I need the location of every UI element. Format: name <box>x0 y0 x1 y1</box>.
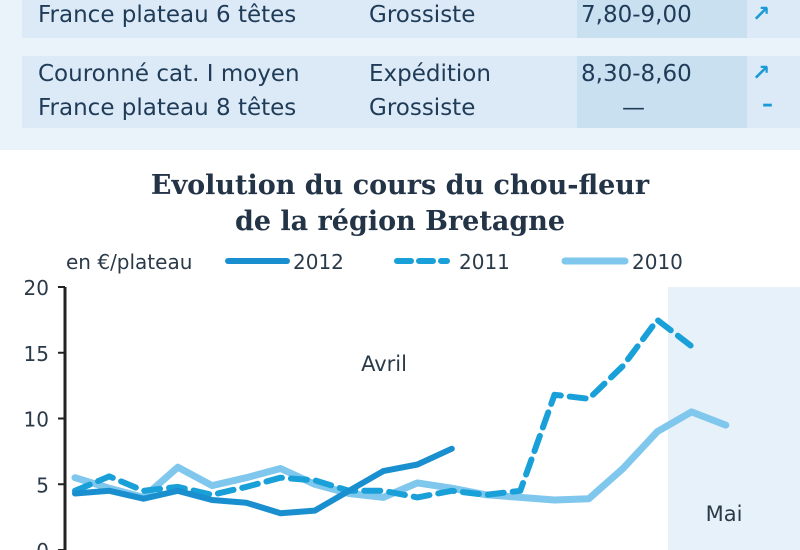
y-tick-label: 20 <box>24 276 49 300</box>
price-column-bg <box>577 0 747 38</box>
y-tick-label: 0 <box>36 539 49 550</box>
y-tick-label: 5 <box>36 473 49 497</box>
stage-label: Grossiste <box>369 95 476 121</box>
price-range: — <box>622 95 645 121</box>
product-label: France plateau 6 têtes <box>38 2 297 28</box>
series-line-2012 <box>72 445 455 517</box>
trend-up-icon: ↗ <box>752 2 771 27</box>
price-range: 7,80-9,00 <box>581 2 692 28</box>
price-column-bg <box>577 56 747 128</box>
table-row: France plateau 6 têtes Grossiste 7,80-9,… <box>22 0 800 38</box>
price-range: 8,30-8,60 <box>581 61 692 87</box>
product-label: France plateau 8 têtes <box>38 95 297 121</box>
legend-label-2011: 2011 <box>459 250 510 274</box>
trend-up-icon: ↗ <box>752 61 771 86</box>
product-label: Couronné cat. I moyen <box>38 61 300 87</box>
annotation-may: Mai <box>706 502 743 526</box>
unit-label: en €/plateau <box>66 250 192 274</box>
may-band <box>668 287 800 550</box>
stage-label: Grossiste <box>369 2 476 28</box>
legend-label-2010: 2010 <box>632 250 683 274</box>
table-row: Couronné cat. I moyen France plateau 8 t… <box>22 56 800 128</box>
stage-label: Expédition <box>369 61 491 87</box>
y-tick-label: 10 <box>24 408 49 432</box>
legend-label-2012: 2012 <box>293 250 344 274</box>
chart-title-line-1: Evolution du cours du chou-fleur <box>150 170 650 201</box>
trend-flat-icon: – <box>762 92 773 117</box>
chart-title-line-2: de la région Bretagne <box>234 206 566 237</box>
price-table: France plateau 6 têtes Grossiste 7,80-9,… <box>0 0 800 150</box>
y-tick-label: 15 <box>24 342 49 366</box>
annotation-april: Avril <box>361 352 407 376</box>
series-line-2010 <box>71 408 730 504</box>
